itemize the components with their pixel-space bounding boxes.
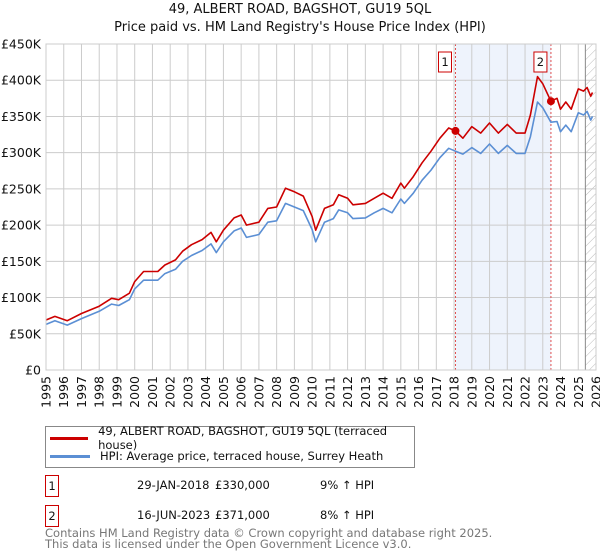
chart-subtitle: Price paid vs. HM Land Registry's House … — [114, 20, 486, 35]
x-tick-label: 2002 — [163, 376, 178, 408]
legend-label-hpi: HPI: Average price, terraced house, Surr… — [100, 449, 384, 463]
x-tick-label: 2025 — [571, 376, 586, 408]
y-tick-label: £100K — [1, 290, 42, 305]
footer-line-1: Contains HM Land Registry data © Crown c… — [45, 526, 493, 540]
property-price-line — [45, 75, 594, 322]
x-tick-label: 2017 — [429, 376, 444, 408]
sale-hpi-diff: 9% ↑ HPI — [320, 478, 375, 492]
x-tick-label: 2020 — [482, 376, 497, 408]
x-tick-label: 2014 — [376, 376, 391, 408]
legend-label-property: 49, ALBERT ROAD, BAGSHOT, GU19 5QL (terr… — [98, 424, 388, 452]
y-tick-label: £350K — [1, 109, 42, 124]
x-tick-label: 2012 — [340, 376, 355, 408]
sale-label: 2 — [537, 55, 544, 69]
forecast-hatch — [585, 44, 596, 370]
x-tick-label: 1997 — [74, 376, 89, 408]
price-chart: 1995 1996 1997 1998 1999 2000 2001 2002 2003 2004… — [1, 37, 600, 408]
plot-border — [45, 43, 597, 371]
x-tick-label: 2005 — [216, 376, 231, 408]
sales-period-shade — [455, 44, 551, 370]
sale-price: £371,000 — [215, 508, 270, 522]
y-tick-label: £400K — [1, 73, 42, 88]
x-tick-label: 1999 — [109, 376, 124, 408]
legend-swatch-red — [50, 436, 89, 440]
sale-label-box — [533, 51, 548, 73]
x-tick-label: 2006 — [234, 376, 249, 408]
y-tick-label: £200K — [1, 218, 42, 233]
x-tick-label: 2019 — [464, 376, 479, 408]
x-tick-label: 2007 — [251, 376, 266, 408]
x-tick-label: 2023 — [535, 376, 550, 408]
x-tick-label: 1998 — [92, 376, 107, 408]
legend-item-hpi: HPI: Average price, terraced house, Surr… — [50, 448, 383, 464]
y-tick-label: £250K — [1, 181, 42, 196]
x-tick-label: 1996 — [56, 376, 71, 408]
footer-line-2: This data is licensed under the Open Gov… — [45, 537, 412, 551]
sale-marker-badge: 1 — [45, 475, 59, 497]
sale-date: 29-JAN-2018 — [137, 478, 210, 492]
x-tick-label: 2015 — [393, 376, 408, 408]
chart-title: 49, ALBERT ROAD, BAGSHOT, GU19 5QL — [168, 2, 432, 17]
x-tick-label: 2022 — [518, 376, 533, 408]
sale-price: £330,000 — [215, 478, 270, 492]
sale-marker-badge: 2 — [45, 505, 59, 527]
y-tick-label: £50K — [9, 326, 42, 341]
x-tick-label: 2008 — [269, 376, 284, 408]
sale-date: 16-JUN-2023 — [137, 508, 211, 522]
x-tick-label: 2010 — [305, 376, 320, 408]
x-tick-label: 2021 — [500, 376, 515, 408]
sale-label: 1 — [441, 55, 448, 69]
legend-item-property: 49, ALBERT ROAD, BAGSHOT, GU19 5QL (terr… — [50, 424, 414, 452]
sale-label-box — [437, 51, 452, 73]
y-tick-label: £150K — [1, 254, 42, 269]
hpi-line — [45, 101, 594, 326]
footer: Contains HM Land Registry data © Crown c… — [45, 526, 493, 551]
x-tick-label: 2018 — [447, 376, 462, 408]
y-tick-label: £450K — [1, 37, 42, 52]
x-tick-label: 2000 — [127, 376, 142, 408]
x-tick-label: 2003 — [180, 376, 195, 408]
x-tick-label: 2001 — [145, 376, 160, 408]
x-tick-label: 1995 — [39, 376, 54, 408]
x-tick-label: 2013 — [358, 376, 373, 408]
legend: 49, ALBERT ROAD, BAGSHOT, GU19 5QL (terr… — [45, 424, 415, 468]
x-tick-label: 2004 — [198, 376, 213, 408]
x-tick-label: 2026 — [589, 376, 600, 408]
y-tick-label: £300K — [1, 145, 42, 160]
x-tick-label: 2024 — [553, 376, 568, 408]
x-tick-label: 2009 — [287, 376, 302, 408]
sale-hpi-diff: 8% ↑ HPI — [320, 508, 375, 522]
sale-point — [451, 126, 460, 135]
y-tick-label: £0 — [25, 363, 41, 378]
legend-swatch-blue — [50, 454, 90, 458]
x-tick-label: 2016 — [411, 376, 426, 408]
x-tick-label: 2011 — [322, 376, 337, 408]
sale-point — [546, 97, 555, 106]
